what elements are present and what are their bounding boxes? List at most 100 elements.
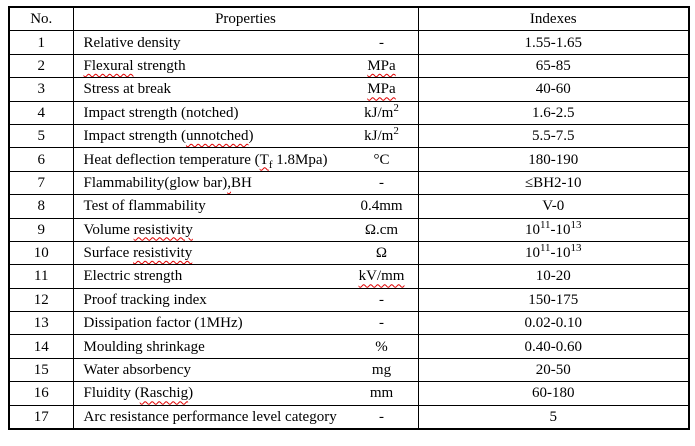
property-cell: Flammability(glow bar),BH - bbox=[72, 170, 419, 196]
property-cell: Heat deflection temperature (Tf 1.8Mpa) °… bbox=[72, 147, 419, 172]
index-cell: 10-20 bbox=[417, 264, 690, 289]
property-unit: 0.4mm bbox=[360, 198, 403, 215]
index-value: 1011-1013 bbox=[524, 242, 582, 262]
row-number-cell: 9 bbox=[8, 217, 74, 242]
row-number-cell: 5 bbox=[8, 123, 74, 149]
table-row: 7 Flammability(glow bar),BH - ≤BH2-10 bbox=[8, 170, 690, 196]
property-name: Impact strength (notched) bbox=[83, 104, 239, 121]
table-row: 11 Electric strength kV/mm 10-20 bbox=[8, 264, 690, 289]
table-row: 14 Moulding shrinkage% 0.40-0.60 bbox=[8, 334, 690, 359]
table-row: 12 Proof tracking index - 150-175 bbox=[8, 287, 690, 313]
property-unit: - bbox=[379, 291, 384, 308]
property-unit: Ω.cm bbox=[364, 221, 399, 238]
table-row: 1 Relative density - 1.55-1.65 bbox=[8, 30, 690, 55]
property-unit: mg bbox=[371, 362, 392, 379]
property-cell: Impact strength (notched) kJ/m2 bbox=[72, 100, 419, 125]
index-cell: 60-180 bbox=[417, 381, 690, 406]
property-cell: Test of flammability 0.4mm bbox=[72, 194, 419, 219]
index-cell: 0.02-0.10 bbox=[417, 311, 690, 336]
index-value: 0.40-0.60 bbox=[524, 338, 583, 355]
index-cell: 180-190 bbox=[417, 147, 690, 172]
index-cell: ≤BH2-10 bbox=[417, 170, 690, 196]
index-cell: 20-50 bbox=[417, 357, 690, 383]
index-value: 65-85 bbox=[535, 57, 571, 74]
property-name: Proof tracking index bbox=[83, 291, 207, 308]
property-name: Dissipation factor (1MHz) bbox=[83, 315, 243, 332]
property-cell: Fluidity (Raschig) mm bbox=[72, 381, 419, 406]
property-name: Test of flammability bbox=[83, 198, 206, 215]
property-cell: Water absorbency mg bbox=[72, 357, 419, 383]
row-number-cell: 7 bbox=[8, 170, 74, 196]
property-unit: - bbox=[379, 408, 384, 425]
table-row: 17 Arc resistance performance level categ… bbox=[8, 404, 690, 430]
table-row: 5 Impact strength (unnotched) kJ/m2 5.5-7.5 bbox=[8, 123, 690, 149]
col-header-no: No. bbox=[8, 6, 74, 32]
index-value: 0.02-0.10 bbox=[524, 315, 583, 332]
table-row: 6 Heat deflection temperature (Tf 1.8Mpa)… bbox=[8, 147, 690, 172]
property-name: Arc resistance performance level categor… bbox=[83, 408, 337, 425]
row-number-cell: 14 bbox=[8, 334, 74, 359]
table-row: 15 Water absorbency mg 20-50 bbox=[8, 357, 690, 383]
row-number-cell: 11 bbox=[8, 264, 74, 289]
property-cell: Arc resistance performance level categor… bbox=[72, 404, 419, 430]
table-row: 9 Volume resistivity Ω.cm 1011-1013 bbox=[8, 217, 690, 242]
index-cell: 5.5-7.5 bbox=[417, 123, 690, 149]
property-unit: MPa bbox=[367, 81, 396, 98]
property-name: Relative density bbox=[83, 34, 181, 51]
property-name: Fluidity (Raschig) bbox=[83, 385, 194, 402]
index-cell: 1.55-1.65 bbox=[417, 30, 690, 55]
properties-table: No. Properties Indexes 1 Relative density… bbox=[8, 6, 690, 431]
index-cell: 1.6-2.5 bbox=[417, 100, 690, 125]
index-value: 5 bbox=[549, 408, 558, 425]
index-cell: V-0 bbox=[417, 194, 690, 219]
property-unit: % bbox=[375, 338, 388, 355]
index-cell: 65-85 bbox=[417, 53, 690, 79]
property-cell: Impact strength (unnotched) kJ/m2 bbox=[72, 123, 419, 149]
index-cell: 40-60 bbox=[417, 77, 690, 102]
property-name: Volume resistivity bbox=[83, 221, 193, 238]
row-number-cell: 13 bbox=[8, 311, 74, 336]
property-unit: - bbox=[379, 315, 384, 332]
property-unit: mm bbox=[369, 385, 394, 402]
property-cell: Surface resistivity Ω bbox=[72, 240, 419, 266]
property-unit: °C bbox=[373, 151, 390, 168]
table-row: 13 Dissipation factor (1MHz) - 0.02-0.10 bbox=[8, 311, 690, 336]
row-number-cell: 17 bbox=[8, 404, 74, 430]
index-cell: 1011-1013 bbox=[417, 217, 690, 242]
index-value: 20-50 bbox=[535, 362, 571, 379]
index-cell: 1011-1013 bbox=[417, 240, 690, 266]
table-row: 3 Stress at break MPa 40-60 bbox=[8, 77, 690, 102]
table-row: 10 Surface resistivity Ω 1011-1013 bbox=[8, 240, 690, 266]
property-cell: Electric strength kV/mm bbox=[72, 264, 419, 289]
row-number-cell: 10 bbox=[8, 240, 74, 266]
col-header-properties: Properties bbox=[72, 6, 419, 32]
property-name: Surface resistivity bbox=[83, 245, 193, 262]
property-cell: Moulding shrinkage% bbox=[72, 334, 419, 359]
table-row: 8 Test of flammability 0.4mm V-0 bbox=[8, 194, 690, 219]
table-body: 1 Relative density -1.55-1.65 2 Flexural str… bbox=[8, 30, 690, 430]
row-number-cell: 4 bbox=[8, 100, 74, 125]
property-name: Flammability(glow bar),BH bbox=[83, 174, 252, 191]
property-name: Moulding shrinkage bbox=[83, 338, 205, 355]
index-value: 5.5-7.5 bbox=[532, 128, 575, 145]
index-cell: 150-175 bbox=[417, 287, 690, 313]
row-number-cell: 16 bbox=[8, 381, 74, 406]
property-cell: Dissipation factor (1MHz) - bbox=[72, 311, 419, 336]
row-number-cell: 12 bbox=[8, 287, 74, 313]
row-number-cell: 3 bbox=[8, 77, 74, 102]
property-cell: Volume resistivity Ω.cm bbox=[72, 217, 419, 242]
row-number-cell: 6 bbox=[8, 147, 74, 172]
index-value: V-0 bbox=[542, 198, 565, 215]
table-row: 16 Fluidity (Raschig) mm 60-180 bbox=[8, 381, 690, 406]
property-unit: - bbox=[379, 174, 384, 191]
row-number-cell: 2 bbox=[8, 53, 74, 79]
row-number-cell: 1 bbox=[8, 30, 74, 55]
index-value: ≤BH2-10 bbox=[524, 174, 582, 191]
col-header-indexes: Indexes bbox=[417, 6, 690, 32]
index-value: 150-175 bbox=[528, 291, 579, 308]
property-cell: Flexural strength MPa bbox=[72, 53, 419, 79]
property-name: Flexural strength bbox=[83, 57, 186, 74]
property-name: Water absorbency bbox=[83, 362, 192, 379]
index-value: 40-60 bbox=[535, 81, 571, 98]
property-cell: Proof tracking index - bbox=[72, 287, 419, 313]
